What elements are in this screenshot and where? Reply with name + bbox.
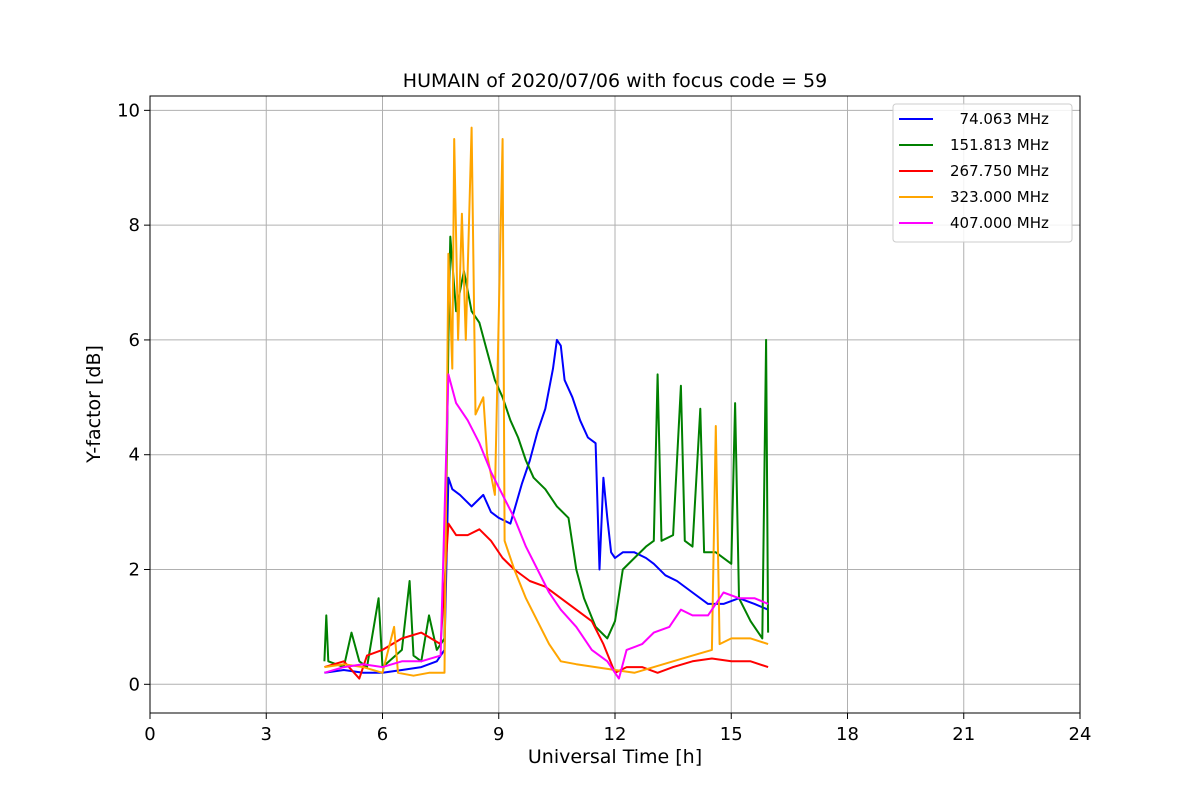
series-line-5 <box>324 373 769 680</box>
y-tick-label: 2 <box>129 560 140 581</box>
y-tick-label: 8 <box>129 215 140 236</box>
x-tick-label: 12 <box>604 724 627 745</box>
x-tick-label: 9 <box>493 724 504 745</box>
chart-title: HUMAIN of 2020/07/06 with focus code = 5… <box>403 70 827 92</box>
series-line-3 <box>324 522 769 680</box>
legend: 74.063 MHz 151.813 MHz 267.750 MHz 323.000 … <box>892 103 1073 243</box>
legend-label: 151.813 MHz <box>950 136 1049 154</box>
x-tick-label: 3 <box>261 724 272 745</box>
x-tick-label: 18 <box>836 724 859 745</box>
y-axis-label: Y-factor [dB] <box>83 345 105 464</box>
x-axis-label: Universal Time [h] <box>528 746 702 768</box>
series-lines <box>323 126 770 680</box>
y-tick-label: 10 <box>117 100 140 121</box>
legend-label: 323.000 MHz <box>950 188 1049 206</box>
legend-label: 407.000 MHz <box>950 214 1049 232</box>
legend-box <box>892 103 1073 243</box>
x-tick-label: 24 <box>1069 724 1092 745</box>
y-tick-label: 6 <box>129 330 140 351</box>
y-tick-label: 4 <box>129 445 140 466</box>
x-tick-label: 6 <box>377 724 388 745</box>
x-tick-label: 21 <box>952 724 975 745</box>
series-line-2 <box>323 235 770 669</box>
x-tick-label: 0 <box>144 724 155 745</box>
y-axis: 0 2 4 6 8 10 <box>117 100 150 695</box>
x-axis: 0 3 6 9 12 15 18 21 24 <box>144 713 1091 745</box>
legend-label: 74.063 MHz <box>950 110 1049 128</box>
x-tick-label: 15 <box>720 724 743 745</box>
series-line-4 <box>324 126 769 677</box>
y-tick-label: 0 <box>129 674 140 695</box>
legend-label: 267.750 MHz <box>950 162 1049 180</box>
